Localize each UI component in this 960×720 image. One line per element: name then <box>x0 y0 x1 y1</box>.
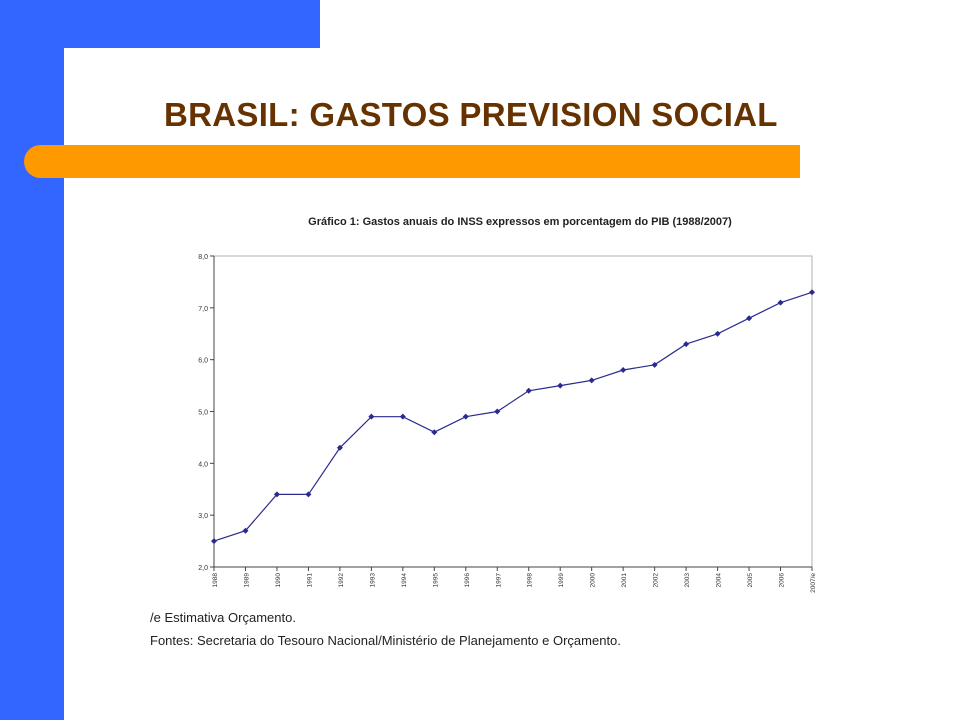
y-tick-label: 5,0 <box>198 410 208 417</box>
x-tick-label: 2004 <box>716 573 723 588</box>
data-point <box>494 408 501 415</box>
orange-title-underline <box>24 145 800 178</box>
x-tick-label: 1996 <box>464 573 471 588</box>
y-tick-label: 8,0 <box>198 254 208 261</box>
line-chart: 2,0 3,0 4,0 5,0 6,0 7,0 8,0 1988 1989 1990 1991 199… <box>198 254 817 593</box>
slide-title: BRASIL: GASTOS PREVISION SOCIAL <box>164 96 778 133</box>
y-tick-label: 6,0 <box>198 358 208 365</box>
x-tick-label: 1992 <box>338 573 345 588</box>
series-line <box>213 291 813 542</box>
chart-title: Gráfico 1: Gastos anuais do INSS express… <box>308 216 732 228</box>
data-point <box>746 315 753 322</box>
left-blue-band <box>0 0 64 720</box>
data-point <box>462 413 469 420</box>
data-point <box>242 527 249 534</box>
data-point <box>588 377 595 384</box>
data-point <box>557 382 564 389</box>
x-tick-label: 1999 <box>558 573 565 588</box>
x-tick-label: 2006 <box>779 573 786 588</box>
x-tick-label: 1988 <box>212 573 219 588</box>
x-tick-label: 2007/e <box>810 573 817 593</box>
data-point <box>620 367 627 374</box>
x-tick-label: 1994 <box>401 573 408 588</box>
top-blue-band <box>0 0 320 48</box>
data-point <box>431 429 438 436</box>
x-tick-label: 2002 <box>653 573 660 588</box>
data-point <box>305 491 312 498</box>
data-point <box>651 361 658 368</box>
y-tick-label: 7,0 <box>198 306 208 313</box>
y-tick-label: 4,0 <box>198 461 208 468</box>
x-tick-label: 2000 <box>590 573 597 588</box>
plot-frame <box>213 255 813 568</box>
x-tick-label: 1997 <box>495 573 502 588</box>
data-point <box>525 387 532 394</box>
chart-note-estimate: /e Estimativa Orçamento. <box>150 610 296 625</box>
data-point <box>368 413 375 420</box>
data-point <box>809 289 815 296</box>
data-point <box>273 491 280 498</box>
data-point <box>683 341 690 348</box>
x-tick-label: 1995 <box>432 573 439 588</box>
data-point <box>714 330 721 337</box>
data-point <box>399 413 406 420</box>
x-tick-label: 1991 <box>306 573 313 588</box>
data-point <box>777 299 784 306</box>
data-point <box>336 444 343 451</box>
x-tick-label: 1998 <box>527 573 534 588</box>
x-tick-label: 2005 <box>747 573 754 588</box>
x-tick-label: 1993 <box>369 573 376 588</box>
y-tick-label: 2,0 <box>198 565 208 572</box>
rounded-corner <box>64 48 154 138</box>
y-tick-label: 3,0 <box>198 513 208 520</box>
x-tick-label: 1990 <box>275 573 282 588</box>
data-point <box>211 538 217 545</box>
x-tick-label: 2001 <box>621 573 628 588</box>
x-tick-label: 1989 <box>243 573 250 588</box>
x-tick-label: 2003 <box>684 573 691 588</box>
chart-note-sources: Fontes: Secretaria do Tesouro Nacional/M… <box>150 633 621 648</box>
